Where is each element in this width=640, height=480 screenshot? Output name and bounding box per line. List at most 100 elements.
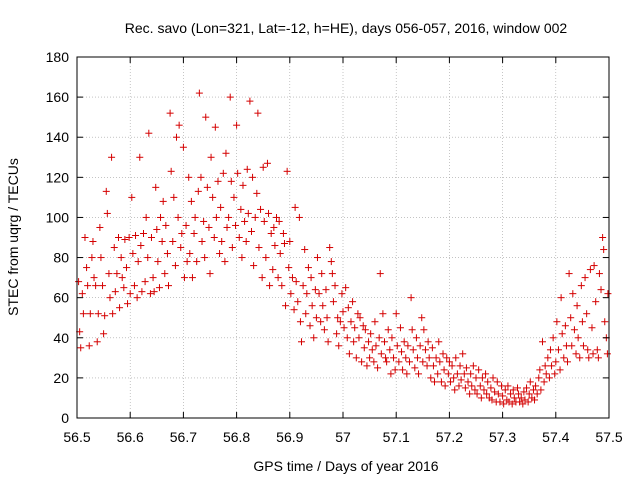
data-point — [585, 354, 593, 362]
data-point — [88, 254, 96, 262]
data-point — [203, 183, 211, 191]
data-point — [322, 286, 330, 294]
data-point — [553, 318, 561, 326]
data-point — [96, 223, 104, 231]
data-point — [190, 229, 198, 237]
x-tick-label: 56.6 — [117, 429, 144, 445]
data-point — [169, 238, 177, 246]
y-tick-label: 40 — [53, 330, 69, 346]
data-point — [90, 274, 98, 282]
data-point — [456, 362, 464, 370]
data-point — [567, 314, 575, 322]
data-point — [100, 330, 108, 338]
data-point — [129, 250, 137, 258]
data-point — [472, 374, 480, 382]
data-point — [275, 217, 283, 225]
data-point — [418, 314, 426, 322]
data-point — [108, 153, 116, 161]
data-point — [113, 270, 121, 278]
data-point — [141, 278, 149, 286]
data-point — [265, 209, 273, 217]
data-point — [310, 334, 318, 342]
data-point — [222, 149, 230, 157]
data-point — [431, 378, 439, 386]
x-tick-label: 57.2 — [436, 429, 463, 445]
data-point — [326, 244, 334, 252]
data-point — [592, 298, 600, 306]
data-point — [271, 242, 279, 250]
data-point — [279, 229, 287, 237]
data-point — [536, 366, 544, 374]
y-tick-label: 20 — [53, 370, 69, 386]
data-point — [274, 274, 282, 282]
data-point — [237, 205, 245, 213]
data-point — [368, 346, 376, 354]
data-point — [226, 93, 234, 101]
data-point — [603, 350, 611, 358]
data-point — [524, 398, 532, 406]
data-point — [494, 390, 502, 398]
data-point — [415, 370, 423, 378]
data-point — [288, 274, 296, 282]
data-point — [561, 322, 569, 330]
data-point — [600, 246, 608, 254]
data-point — [205, 223, 213, 231]
data-point — [260, 217, 268, 225]
data-point — [280, 240, 288, 248]
x-tick-label: 56.7 — [170, 429, 197, 445]
data-point — [294, 298, 302, 306]
y-tick-label: 160 — [46, 89, 70, 105]
data-point — [489, 374, 497, 382]
data-point — [249, 173, 257, 181]
data-point — [228, 244, 236, 252]
data-point — [573, 302, 581, 310]
data-point — [125, 234, 133, 241]
data-point — [301, 246, 309, 254]
data-point — [604, 290, 612, 298]
data-point — [223, 223, 231, 231]
data-point — [302, 310, 310, 318]
data-point — [342, 284, 350, 292]
data-point — [439, 350, 447, 358]
data-point — [365, 338, 373, 346]
data-point — [201, 254, 209, 262]
data-point — [257, 205, 265, 213]
data-point — [432, 354, 440, 362]
data-point — [578, 318, 586, 326]
data-point — [517, 394, 525, 402]
data-point — [443, 354, 451, 362]
data-point — [358, 358, 366, 366]
data-point — [539, 338, 546, 346]
data-point — [283, 167, 291, 175]
data-point — [372, 342, 380, 350]
data-point — [507, 390, 515, 398]
grid-lines — [77, 57, 609, 418]
data-point — [420, 326, 428, 334]
data-point — [504, 382, 512, 390]
data-point — [343, 334, 351, 342]
data-point — [577, 282, 585, 290]
data-point — [292, 278, 300, 286]
data-point — [345, 350, 353, 358]
data-point — [130, 282, 138, 290]
data-point — [395, 358, 403, 366]
data-point — [545, 374, 553, 382]
data-point — [276, 250, 284, 258]
data-point — [246, 97, 254, 105]
y-tick-label: 60 — [53, 290, 69, 306]
data-points — [75, 89, 612, 408]
data-point — [242, 238, 250, 246]
data-point — [188, 274, 196, 282]
data-point — [509, 386, 517, 394]
x-tick-label: 57.1 — [383, 429, 410, 445]
x-tick-label: 57.5 — [595, 429, 622, 445]
data-point — [154, 258, 162, 266]
data-point — [153, 225, 161, 233]
data-point — [542, 370, 550, 378]
data-point — [434, 370, 442, 378]
data-point — [460, 370, 468, 378]
data-point — [105, 270, 113, 278]
data-point — [548, 362, 556, 370]
data-point — [162, 221, 170, 229]
data-point — [126, 290, 134, 298]
